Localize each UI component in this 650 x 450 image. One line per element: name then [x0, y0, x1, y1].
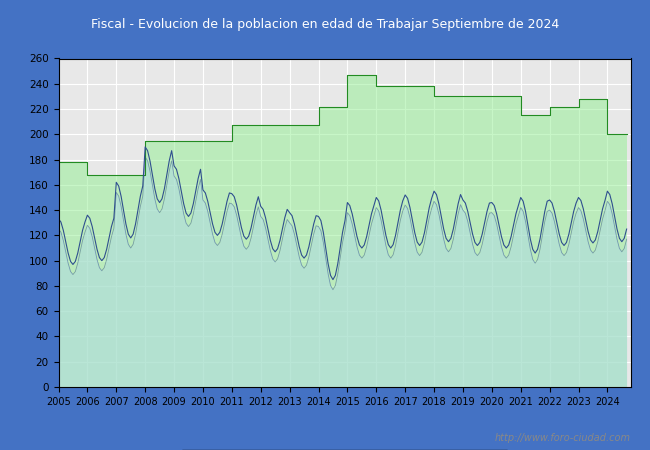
Text: http://www.foro-ciudad.com: http://www.foro-ciudad.com	[495, 433, 630, 443]
Text: Fiscal - Evolucion de la poblacion en edad de Trabajar Septiembre de 2024: Fiscal - Evolucion de la poblacion en ed…	[91, 18, 559, 31]
